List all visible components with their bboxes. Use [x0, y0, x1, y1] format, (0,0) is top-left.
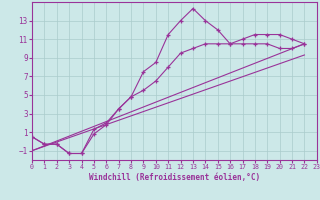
- X-axis label: Windchill (Refroidissement éolien,°C): Windchill (Refroidissement éolien,°C): [89, 173, 260, 182]
